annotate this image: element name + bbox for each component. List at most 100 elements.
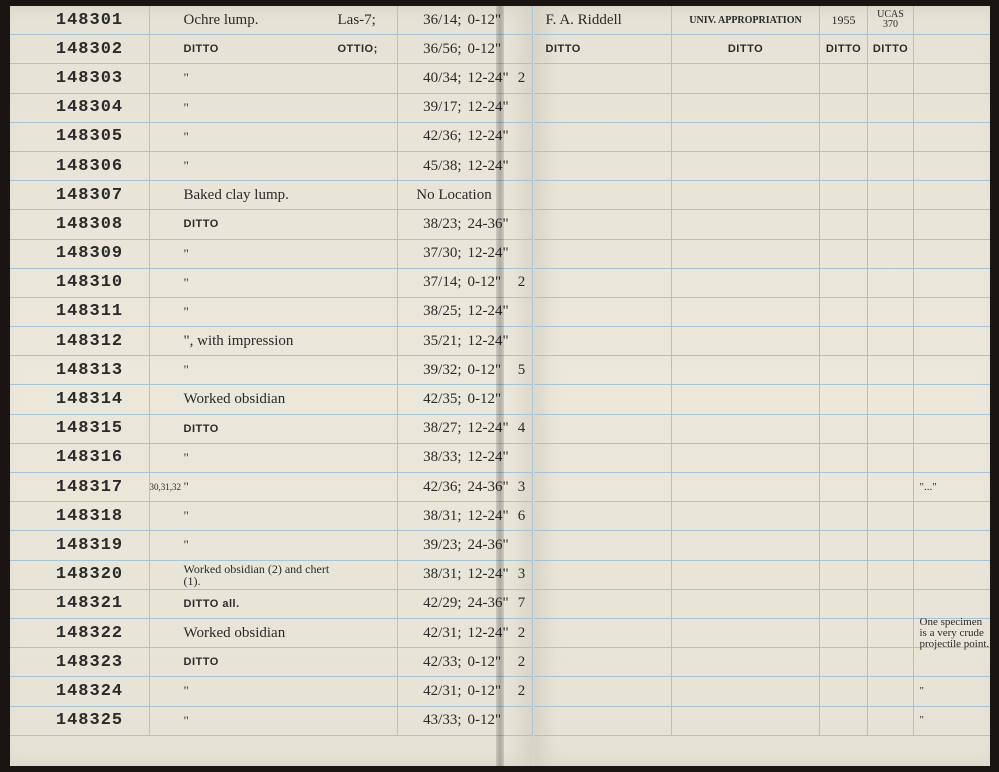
appropriation (672, 707, 820, 735)
description: " (178, 356, 338, 384)
table-row: 148313"39/32;0-12"5 (10, 356, 533, 385)
description: Worked obsidian (178, 619, 338, 647)
description: " (178, 64, 338, 92)
catalog-number: 148322 (30, 619, 150, 647)
table-row: 148307Baked clay lump.No Location (10, 181, 533, 210)
description: " (178, 444, 338, 472)
description: " (178, 298, 338, 326)
catalog-subnumber (150, 94, 178, 122)
depth: 12-24" (466, 94, 511, 122)
ucas-number: UCAS370 (868, 6, 914, 34)
table-row: 148301Ochre lump.Las-7;36/14;0-12" (10, 6, 533, 35)
catalog-subnumber (150, 356, 178, 384)
quantity: 5 (511, 356, 533, 384)
quantity: 2 (511, 648, 533, 676)
notes (914, 385, 990, 413)
table-row (534, 64, 990, 93)
appropriation (672, 210, 820, 238)
appropriation: DITTO (672, 35, 820, 63)
catalog-subnumber (150, 269, 178, 297)
appropriation (672, 356, 820, 384)
appropriation (672, 444, 820, 472)
ucas-number (868, 444, 914, 472)
collector (540, 531, 672, 559)
location: 39/23; (398, 531, 466, 559)
appropriation (672, 561, 820, 589)
collector (540, 123, 672, 151)
catalog-subnumber (150, 64, 178, 92)
collector: DITTO (540, 35, 672, 63)
quantity (511, 240, 533, 268)
table-row (534, 444, 990, 473)
location: 45/38; (398, 152, 466, 180)
site (338, 590, 398, 618)
ucas-number (868, 531, 914, 559)
ucas-number (868, 415, 914, 443)
notes (914, 6, 990, 34)
catalog-subnumber (150, 619, 178, 647)
table-row: 148321DITTO all.42/29;24-36"7 (10, 590, 533, 619)
site (338, 677, 398, 705)
location: 42/31; (398, 619, 466, 647)
appropriation (672, 648, 820, 676)
appropriation: UNIV. APPROPRIATION (672, 6, 820, 34)
site (338, 327, 398, 355)
table-row: 148320Worked obsidian (2) and chert (1).… (10, 561, 533, 590)
location: 37/30; (398, 240, 466, 268)
collector (540, 269, 672, 297)
catalog-number: 148304 (30, 94, 150, 122)
ucas-number (868, 94, 914, 122)
site (338, 210, 398, 238)
table-row: DITTODITTODITTODITTO (534, 35, 990, 64)
location: 38/25; (398, 298, 466, 326)
quantity (511, 385, 533, 413)
notes (914, 210, 990, 238)
description: " (178, 123, 338, 151)
year (820, 152, 868, 180)
quantity: 3 (511, 561, 533, 589)
catalog-number: 148318 (30, 502, 150, 530)
year (820, 240, 868, 268)
collector (540, 181, 672, 209)
description: DITTO (178, 210, 338, 238)
depth: 0-12" (466, 6, 511, 34)
appropriation (672, 298, 820, 326)
catalog-number: 148323 (30, 648, 150, 676)
notes: One specimen is a very crude projectile … (914, 619, 990, 647)
location: 39/32; (398, 356, 466, 384)
notes: " (914, 677, 990, 705)
ucas-number (868, 590, 914, 618)
location: 38/23; (398, 210, 466, 238)
table-row: 148318"38/31;12-24"6 (10, 502, 533, 531)
ucas-number (868, 298, 914, 326)
table-row: "..." (534, 473, 990, 502)
table-row: 148319"39/23;24-36" (10, 531, 533, 560)
table-row (534, 356, 990, 385)
notes (914, 356, 990, 384)
site (338, 94, 398, 122)
catalog-number: 148321 (30, 590, 150, 618)
catalog-subnumber (150, 385, 178, 413)
location: 36/14; (398, 6, 466, 34)
catalog-number: 148305 (30, 123, 150, 151)
table-row (534, 590, 990, 619)
table-row (534, 240, 990, 269)
appropriation (672, 531, 820, 559)
site (338, 502, 398, 530)
collector (540, 356, 672, 384)
year (820, 415, 868, 443)
catalog-number: 148315 (30, 415, 150, 443)
depth: 0-12" (466, 707, 511, 735)
ucas-number (868, 356, 914, 384)
quantity (511, 327, 533, 355)
catalog-number: 148303 (30, 64, 150, 92)
table-row: 148311"38/25;12-24" (10, 298, 533, 327)
collector (540, 707, 672, 735)
appropriation (672, 677, 820, 705)
site: OTTIO; (338, 35, 398, 63)
table-row: 148316"38/33;12-24" (10, 444, 533, 473)
collector (540, 64, 672, 92)
year (820, 648, 868, 676)
depth: 12-24" (466, 444, 511, 472)
notes (914, 561, 990, 589)
